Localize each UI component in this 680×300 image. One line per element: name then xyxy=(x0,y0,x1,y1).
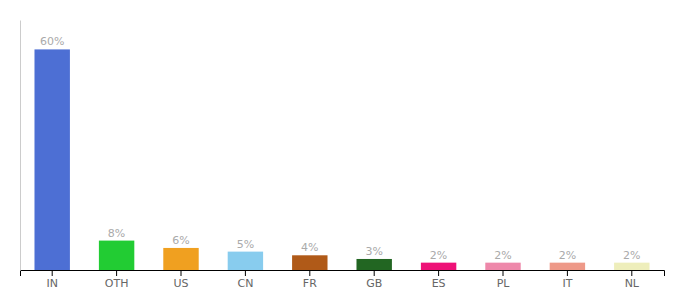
x-tick: OTH xyxy=(105,270,129,290)
bar xyxy=(34,49,69,270)
x-tick-mark xyxy=(374,270,375,276)
x-tick-mark xyxy=(116,270,117,276)
x-tick-label: GB xyxy=(366,277,382,290)
data-label: 3% xyxy=(365,245,382,258)
data-label: 8% xyxy=(108,227,125,240)
x-tick: PL xyxy=(497,270,511,290)
x-tick-label: CN xyxy=(237,277,253,290)
x-tick: US xyxy=(173,270,188,290)
x-tick-label: IT xyxy=(562,277,572,290)
bar xyxy=(228,252,263,270)
x-tick: IT xyxy=(562,270,572,290)
x-tick: NL xyxy=(625,270,640,290)
data-label: 2% xyxy=(623,249,640,262)
data-label: 5% xyxy=(237,238,254,251)
bar xyxy=(614,263,649,270)
chart: IN OTH US CN FR GB ES PL IT NL 60% 8% 6% 5% 4% 3% 2% 2% 2%… xyxy=(0,0,680,300)
bar xyxy=(356,259,391,270)
data-label: 2% xyxy=(559,249,576,262)
x-tick-mark xyxy=(309,270,310,276)
y-axis-line xyxy=(20,21,21,271)
x-axis: IN OTH US CN FR GB ES PL IT NL xyxy=(21,270,665,290)
x-tick-label: NL xyxy=(625,277,640,290)
x-tick-mark xyxy=(52,270,53,276)
y-axis xyxy=(20,21,21,271)
x-tick: IN xyxy=(46,270,57,290)
x-tick: CN xyxy=(237,270,253,290)
x-tick-mark xyxy=(181,270,182,276)
x-tick-mark xyxy=(567,270,568,276)
x-tick-label: OTH xyxy=(105,277,129,290)
x-axis-line xyxy=(21,271,665,277)
x-tick: FR xyxy=(303,270,317,290)
bar xyxy=(163,248,198,270)
data-labels: 60% 8% 6% 5% 4% 3% 2% 2% 2% 2% xyxy=(40,35,641,261)
x-tick-mark xyxy=(503,270,504,276)
x-tick-label: FR xyxy=(303,277,317,290)
bar xyxy=(292,255,327,270)
plot-area: IN OTH US CN FR GB ES PL IT NL 60% 8% 6% 5% 4% 3% 2% 2% 2%… xyxy=(21,21,665,290)
data-label: 6% xyxy=(172,234,189,247)
x-tick-mark xyxy=(438,270,439,276)
bar xyxy=(421,263,456,270)
bar xyxy=(485,263,520,270)
x-tick-label: US xyxy=(173,277,188,290)
data-label: 2% xyxy=(430,249,447,262)
data-label: 2% xyxy=(494,249,511,262)
data-label: 60% xyxy=(40,35,64,48)
x-tick: GB xyxy=(366,270,382,290)
bar xyxy=(550,263,585,270)
bars xyxy=(34,49,649,270)
x-tick-label: IN xyxy=(46,277,57,290)
x-tick-label: PL xyxy=(497,277,511,290)
bar xyxy=(99,241,134,270)
x-tick-mark xyxy=(245,270,246,276)
data-label: 4% xyxy=(301,241,318,254)
x-tick-mark xyxy=(631,270,632,276)
x-tick-label: ES xyxy=(432,277,446,290)
x-tick: ES xyxy=(432,270,446,290)
